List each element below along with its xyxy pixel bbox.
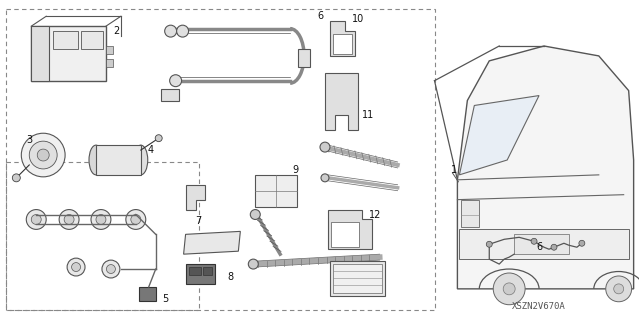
Text: 2: 2: [113, 26, 119, 36]
Bar: [460, 229, 628, 259]
Text: 10: 10: [352, 14, 364, 24]
Circle shape: [170, 75, 182, 87]
Bar: [330, 261, 385, 296]
Circle shape: [551, 244, 557, 250]
Text: 6: 6: [536, 242, 542, 252]
Circle shape: [72, 263, 81, 271]
Circle shape: [531, 238, 537, 244]
Bar: [53, 31, 78, 49]
Polygon shape: [328, 210, 372, 249]
Bar: [31, 26, 106, 81]
Circle shape: [26, 210, 46, 229]
Bar: [298, 49, 310, 67]
Text: 3: 3: [26, 135, 33, 145]
Polygon shape: [330, 21, 355, 56]
Text: 9: 9: [292, 165, 298, 175]
Circle shape: [177, 25, 189, 37]
Bar: [81, 31, 103, 49]
Polygon shape: [458, 46, 634, 289]
Text: 7: 7: [195, 217, 202, 226]
Bar: [106, 59, 113, 67]
Circle shape: [250, 210, 260, 219]
Ellipse shape: [89, 145, 103, 175]
Polygon shape: [139, 287, 156, 301]
Circle shape: [503, 283, 515, 295]
Circle shape: [91, 210, 111, 229]
Text: 1: 1: [451, 165, 458, 175]
Polygon shape: [184, 231, 241, 254]
Circle shape: [12, 174, 20, 182]
Text: 12: 12: [369, 210, 381, 219]
Bar: [333, 264, 381, 293]
Circle shape: [493, 273, 525, 305]
Bar: [6, 9, 435, 310]
Bar: [106, 46, 113, 54]
Circle shape: [156, 135, 162, 142]
Circle shape: [321, 174, 329, 182]
Circle shape: [579, 240, 585, 246]
Text: 4: 4: [148, 145, 154, 155]
Circle shape: [67, 258, 85, 276]
Bar: [186, 264, 216, 284]
Ellipse shape: [134, 145, 148, 175]
Circle shape: [248, 259, 259, 269]
Circle shape: [164, 25, 177, 37]
Circle shape: [131, 214, 141, 225]
Bar: [331, 222, 359, 247]
Circle shape: [486, 241, 492, 247]
Text: XSZN2V670A: XSZN2V670A: [512, 302, 566, 311]
Circle shape: [21, 133, 65, 177]
Circle shape: [320, 142, 330, 152]
Circle shape: [96, 214, 106, 225]
Circle shape: [605, 276, 632, 302]
Circle shape: [614, 284, 623, 294]
Bar: [31, 26, 49, 81]
Bar: [161, 89, 179, 100]
Bar: [189, 267, 200, 275]
Text: 11: 11: [362, 110, 374, 120]
Bar: [255, 175, 297, 207]
Circle shape: [64, 214, 74, 225]
Polygon shape: [460, 96, 539, 175]
Circle shape: [102, 260, 120, 278]
Circle shape: [29, 141, 57, 169]
Bar: [202, 267, 212, 275]
Circle shape: [106, 264, 115, 273]
Circle shape: [37, 149, 49, 161]
Circle shape: [126, 210, 146, 229]
Polygon shape: [325, 73, 358, 130]
Bar: [96, 145, 141, 175]
Polygon shape: [186, 185, 205, 210]
Circle shape: [31, 214, 41, 225]
Bar: [461, 200, 479, 227]
Bar: [514, 234, 569, 254]
Bar: [6, 162, 198, 310]
Text: 8: 8: [227, 272, 234, 282]
Bar: [333, 34, 352, 54]
Text: 5: 5: [163, 294, 169, 304]
Circle shape: [59, 210, 79, 229]
Text: 6: 6: [317, 11, 323, 21]
